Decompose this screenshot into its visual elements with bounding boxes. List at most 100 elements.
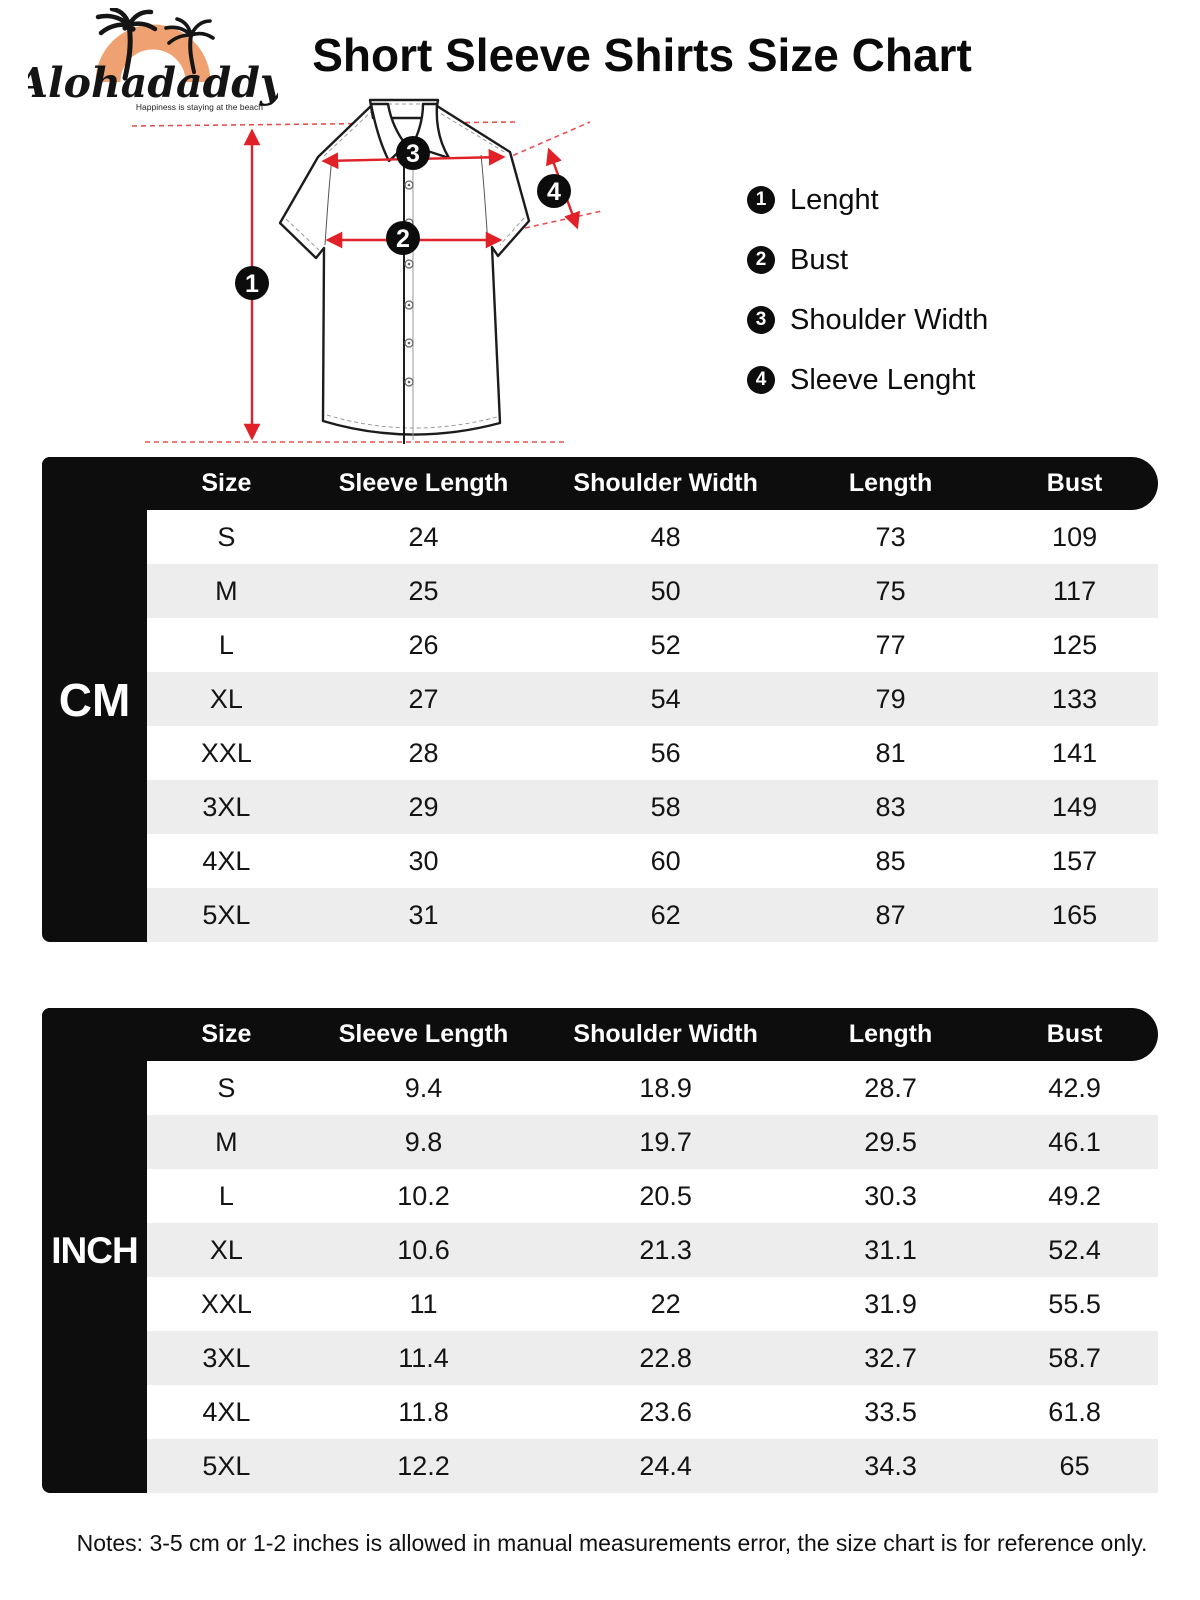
- table-cell: 48: [650, 521, 681, 552]
- svg-text:2: 2: [396, 225, 410, 253]
- table-cell: 52.4: [1048, 1234, 1101, 1265]
- table-cell: 9.4: [404, 1072, 443, 1103]
- table-row: XL 10.6 21.3 31.1 52.4: [147, 1223, 1158, 1277]
- table-cell: 49.2: [1048, 1180, 1101, 1211]
- guide-line-sleeve-bottom: [524, 210, 603, 229]
- shirt-illustration: [278, 98, 531, 444]
- measurement-legend: 1 Lenght 2 Bust 3 Shoulder Width 4 Sleev…: [747, 183, 988, 426]
- brand-logo-graphic: Alohadaddy Happiness is staying at the b…: [12, 6, 287, 112]
- legend-label: Bust: [790, 243, 849, 276]
- table-cell: S: [217, 521, 236, 552]
- legend-number-badge: 3: [747, 306, 775, 334]
- brand-name: Alohadaddy: [28, 59, 278, 107]
- table-cell: 10.6: [397, 1234, 450, 1265]
- svg-text:4: 4: [547, 178, 561, 206]
- table-cell: 73: [875, 521, 906, 552]
- legend-item: 3 Shoulder Width: [747, 304, 988, 336]
- table-row: L 26 52 77 125: [147, 618, 1158, 672]
- table-row: XL 27 54 79 133: [147, 672, 1158, 726]
- table-cell: 165: [1052, 899, 1098, 930]
- table-cell: XL: [209, 683, 243, 714]
- table-cell: 29.5: [864, 1126, 917, 1157]
- table-cell: 58: [650, 791, 681, 822]
- table-cell: 19.7: [639, 1126, 692, 1157]
- table-cell: 31.1: [864, 1234, 917, 1265]
- table-cell: 30: [408, 845, 439, 876]
- table-cell: 58.7: [1048, 1342, 1101, 1373]
- column-header-sleeve: Sleeve Length: [338, 1020, 509, 1048]
- table-cell: S: [217, 1072, 236, 1103]
- table-cell: 30.3: [864, 1180, 917, 1211]
- table-cell: 54: [650, 683, 681, 714]
- table-cell: 11: [409, 1288, 438, 1319]
- table-row: S 24 48 73 109: [147, 510, 1158, 564]
- table-cell: 31: [408, 899, 439, 930]
- table-cell: 42.9: [1048, 1072, 1101, 1103]
- svg-text:3: 3: [406, 140, 420, 168]
- table-row: 3XL 29 58 83 149: [147, 780, 1158, 834]
- table-cell: 81: [875, 737, 906, 768]
- unit-label-inch: INCH: [51, 1229, 138, 1271]
- table-header-row: Size Sleeve Length Shoulder Width Length…: [42, 1008, 1158, 1061]
- table-row: M 25 50 75 117: [147, 564, 1158, 618]
- marker-badge-4: 4: [537, 174, 571, 208]
- table-cell: 28.7: [864, 1072, 917, 1103]
- unit-band: [42, 1008, 147, 1493]
- table-cell: 3XL: [202, 791, 251, 822]
- column-header-shoulder: Shoulder Width: [573, 1020, 758, 1048]
- column-header-sleeve: Sleeve Length: [338, 469, 509, 497]
- table-cell: 3XL: [202, 1342, 251, 1373]
- table-cell: 125: [1052, 629, 1098, 660]
- column-header-bust: Bust: [1046, 469, 1103, 497]
- table-cell: 9.8: [404, 1126, 443, 1157]
- brand-tagline: Happiness is staying at the beach: [136, 102, 263, 112]
- table-cell: 62: [650, 899, 681, 930]
- table-row: 5XL 31 62 87 165: [147, 888, 1158, 942]
- page-title: Short Sleeve Shirts Size Chart: [312, 29, 972, 81]
- inch-size-table: INCH Size Sleeve Length Shoulder Width L…: [42, 1008, 1158, 1493]
- table-row: S 9.4 18.9 28.7 42.9: [147, 1061, 1158, 1115]
- table-header-row: Size Sleeve Length Shoulder Width Length…: [42, 457, 1158, 510]
- table-cell: 11.4: [398, 1342, 449, 1373]
- unit-band: [42, 457, 147, 942]
- table-cell: 27: [408, 683, 439, 714]
- table-cell: 149: [1052, 791, 1098, 822]
- table-cell: 32.7: [864, 1342, 917, 1373]
- table-cell: 18.9: [639, 1072, 692, 1103]
- table-row: XXL 28 56 81 141: [147, 726, 1158, 780]
- table-cell: 26: [408, 629, 439, 660]
- legend-item: 2 Bust: [747, 243, 988, 276]
- palm-tree-icon: [164, 17, 215, 74]
- svg-text:1: 1: [245, 270, 259, 298]
- column-header-size: Size: [201, 1020, 252, 1048]
- table-cell: XXL: [200, 737, 252, 768]
- table-cell: 5XL: [202, 1450, 251, 1481]
- table-cell: 109: [1052, 521, 1098, 552]
- table-cell: 23.6: [639, 1396, 692, 1427]
- legend-label: Lenght: [790, 183, 879, 216]
- table-row: 5XL 12.2 24.4 34.3 65: [147, 1439, 1158, 1493]
- table-cell: 52: [650, 629, 681, 660]
- table-cell: 31.9: [864, 1288, 917, 1319]
- table-cell: 55.5: [1048, 1288, 1101, 1319]
- column-header-shoulder: Shoulder Width: [573, 469, 758, 497]
- marker-badge-3: 3: [396, 136, 430, 170]
- table-cell: 22: [650, 1288, 681, 1319]
- table-cell: M: [215, 1126, 238, 1157]
- table-cell: 50: [650, 575, 681, 606]
- table-cell: 75: [875, 575, 906, 606]
- table-cell: 83: [875, 791, 906, 822]
- marker-badge-1: 1: [235, 266, 269, 300]
- table-body: S 9.4 18.9 28.7 42.9 M 9.8 19.7 29.5 46.…: [147, 1061, 1158, 1493]
- table-row: 3XL 11.4 22.8 32.7 58.7: [147, 1331, 1158, 1385]
- table-body: S 24 48 73 109 M 25 50 75 117 L 26 52 77…: [147, 510, 1158, 942]
- marker-badge-2: 2: [386, 221, 420, 255]
- table-cell: 79: [875, 683, 906, 714]
- notes-text: Notes: 3-5 cm or 1-2 inches is allowed i…: [76, 1530, 1148, 1556]
- table-cell: 33.5: [864, 1396, 917, 1427]
- table-cell: 85: [875, 845, 906, 876]
- table-cell: 60: [650, 845, 681, 876]
- table-cell: M: [215, 575, 238, 606]
- table-cell: 12.2: [397, 1450, 450, 1481]
